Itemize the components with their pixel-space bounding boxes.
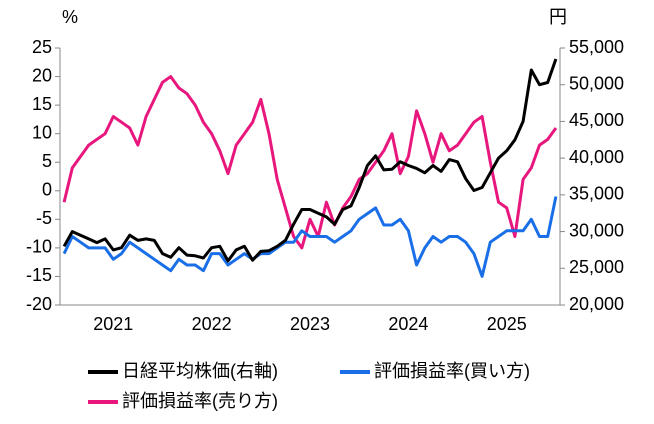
y2-tick-label: 40,000: [569, 147, 624, 167]
y-tick-label: -20: [26, 294, 52, 314]
y2-tick-label: 20,000: [569, 294, 624, 314]
y-tick-label: 15: [32, 94, 52, 114]
x-tick-label: 2024: [388, 314, 428, 334]
y-tick-label: 0: [42, 180, 52, 200]
y-tick-label: -15: [26, 265, 52, 285]
y-tick-label: -10: [26, 237, 52, 257]
y2-tick-label: 50,000: [569, 73, 624, 93]
y-tick-label: -5: [36, 208, 52, 228]
y2-tick-label: 55,000: [569, 37, 624, 57]
x-tick-label: 2025: [487, 314, 527, 334]
legend-label: 評価損益率(買い方): [374, 361, 530, 381]
y2-unit-label: 円: [549, 7, 567, 27]
x-tick-label: 2022: [192, 314, 232, 334]
y-tick-label: 5: [42, 151, 52, 171]
legend-label: 評価損益率(売り方): [122, 391, 278, 411]
y2-tick-label: 45,000: [569, 110, 624, 130]
y-tick-label: 10: [32, 122, 52, 142]
series-line: [62, 196, 558, 278]
series-line: [62, 58, 558, 263]
y-tick-label: 20: [32, 65, 52, 85]
legend-label: 日経平均株価(右軸): [122, 361, 278, 381]
y2-tick-label: 35,000: [569, 184, 624, 204]
series-line: [62, 75, 558, 250]
x-tick-label: 2021: [93, 314, 133, 334]
y2-tick-label: 25,000: [569, 257, 624, 277]
y-tick-label: 25: [32, 37, 52, 57]
x-tick-label: 2023: [290, 314, 330, 334]
y-unit-label: %: [62, 7, 78, 27]
y2-tick-label: 30,000: [569, 220, 624, 240]
